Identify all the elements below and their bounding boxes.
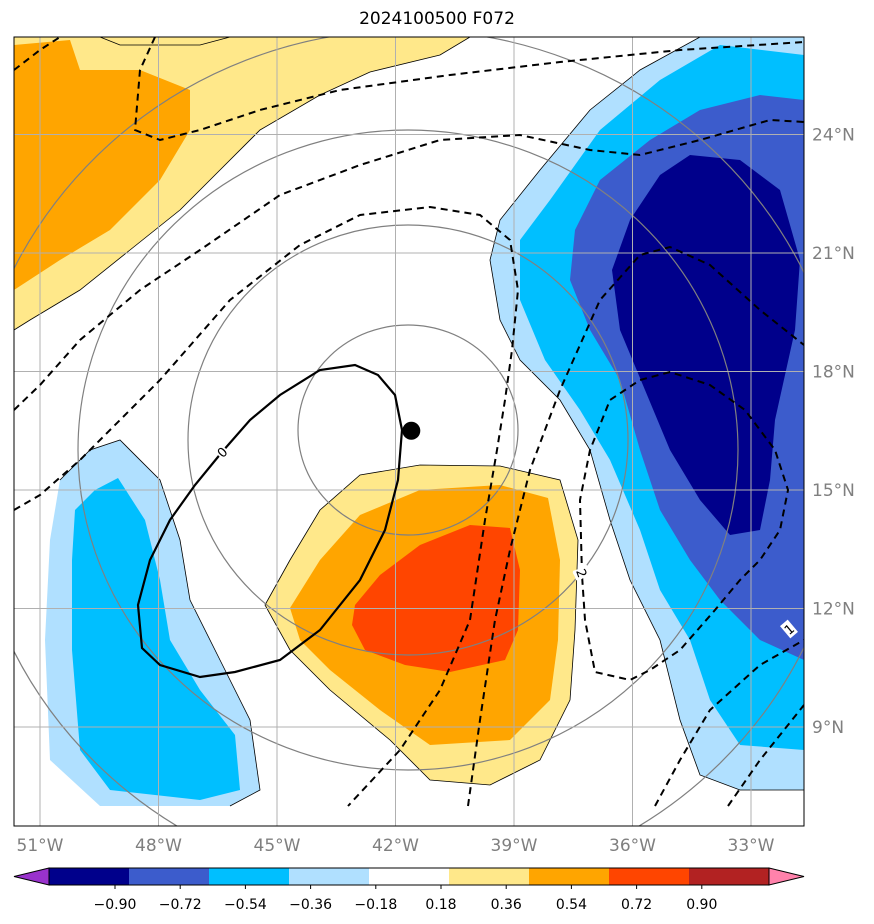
map-plot-area: 0112: [14, 37, 804, 826]
latitude-label: 15°N: [812, 481, 855, 501]
colorbar-swatch: [369, 868, 449, 885]
colorbar-tick-label: 0.54: [556, 897, 587, 913]
longitude-label: 51°W: [17, 836, 64, 856]
latitude-label: 18°N: [812, 363, 855, 383]
colorbar-tick-label: −0.36: [289, 897, 332, 913]
colorbar-tick-label: 0.90: [686, 897, 717, 913]
latitude-label: 12°N: [812, 600, 855, 620]
map-title: 2024100500 F072: [359, 9, 515, 29]
west-negative-cyan: [72, 478, 240, 800]
colorbar-high-extend: [768, 867, 805, 886]
concentric-rings: [14, 37, 804, 826]
colorbar-swatch: [49, 868, 129, 885]
longitude-label: 48°W: [135, 836, 182, 856]
nw-positive-orange: [14, 40, 190, 290]
contour-label: 2: [572, 565, 592, 581]
storm-center-marker: [402, 421, 421, 440]
longitude-label: 39°W: [491, 836, 538, 856]
colorbar-tick-label: −0.18: [354, 897, 397, 913]
colorbar-swatch: [289, 868, 369, 885]
solid-contour: [136, 363, 404, 679]
map-frame: [13, 36, 805, 827]
colorbar-swatch: [689, 868, 769, 885]
longitude-label: 33°W: [728, 836, 775, 856]
central-positive-red: [352, 525, 520, 672]
colorbar-tick-label: −0.90: [94, 897, 137, 913]
longitude-labels: 51°W 48°W 45°W 42°W 39°W 36°W 33°W: [17, 836, 775, 856]
anomaly-boundary-lines: [14, 37, 804, 807]
colorbar: −0.90 −0.72 −0.54 −0.36 −0.18 0.18 0.36 0.54 0.7…: [13, 867, 805, 913]
latitude-label: 24°N: [812, 126, 855, 146]
colorbar-tick-label: 0.18: [425, 897, 456, 913]
latitude-label: 21°N: [812, 244, 855, 264]
latitude-labels: 9°N 12°N 15°N 18°N 21°N 24°N: [812, 126, 855, 739]
colorbar-swatch: [529, 868, 609, 885]
colorbar-tick-label: 0.36: [491, 897, 522, 913]
longitude-label: 45°W: [254, 836, 301, 856]
dashed-contours: [14, 37, 804, 807]
latitude-label: 9°N: [812, 718, 844, 738]
colorbar-swatch: [609, 868, 689, 885]
colorbar-swatch: [449, 868, 529, 885]
colorbar-tick-label: −0.72: [159, 897, 202, 913]
colorbar-swatch: [129, 868, 209, 885]
colorbar-tick-label: −0.54: [224, 897, 267, 913]
colorbar-low-extend: [13, 867, 50, 886]
colorbar-tick-label: 0.72: [621, 897, 652, 913]
longitude-label: 36°W: [609, 836, 656, 856]
colorbar-swatch: [209, 868, 289, 885]
longitude-label: 42°W: [372, 836, 419, 856]
